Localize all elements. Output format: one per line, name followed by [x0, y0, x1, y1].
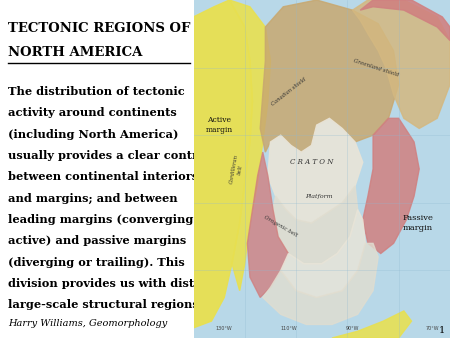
Text: NORTH AMERICA: NORTH AMERICA [8, 46, 142, 59]
Text: Harry Williams, Geomorphology: Harry Williams, Geomorphology [8, 319, 167, 328]
Text: 1: 1 [439, 325, 445, 335]
Text: Active
margin: Active margin [206, 117, 233, 134]
Text: 90°W: 90°W [346, 325, 359, 331]
Text: leading margins (converging or: leading margins (converging or [8, 214, 211, 225]
Text: (diverging or trailing). This: (diverging or trailing). This [8, 257, 184, 268]
Polygon shape [332, 311, 411, 338]
Polygon shape [268, 118, 363, 223]
Text: Platform: Platform [306, 194, 333, 198]
Text: Passive
margin: Passive margin [402, 215, 433, 232]
Text: 130°W: 130°W [216, 325, 233, 331]
Text: C R A T O N: C R A T O N [290, 158, 333, 166]
Text: usually provides a clear contrast: usually provides a clear contrast [8, 150, 217, 161]
Text: 110°W: 110°W [280, 325, 297, 331]
Polygon shape [363, 118, 419, 254]
Text: (including North America): (including North America) [8, 129, 178, 140]
Text: large-scale structural regions:: large-scale structural regions: [8, 299, 203, 310]
Polygon shape [360, 0, 450, 41]
Text: The distribution of tectonic: The distribution of tectonic [8, 86, 184, 97]
Text: 70°W: 70°W [425, 325, 439, 331]
Text: activity around continents: activity around continents [8, 107, 177, 119]
Polygon shape [194, 0, 252, 328]
Polygon shape [263, 243, 378, 324]
Polygon shape [248, 152, 288, 297]
Text: TECTONIC REGIONS OF: TECTONIC REGIONS OF [8, 22, 190, 35]
Polygon shape [230, 0, 270, 291]
Polygon shape [273, 186, 358, 264]
Text: Cordilleran
belt: Cordilleran belt [229, 153, 245, 185]
Polygon shape [281, 210, 365, 297]
Text: active) and passive margins: active) and passive margins [8, 235, 186, 246]
Polygon shape [352, 0, 450, 128]
Text: Orogenic belt: Orogenic belt [263, 215, 298, 238]
Text: Canadian shield: Canadian shield [270, 76, 307, 106]
Text: and margins; and between: and margins; and between [8, 193, 178, 204]
Text: between continental interiors: between continental interiors [8, 171, 198, 183]
Text: division provides us with distinct: division provides us with distinct [8, 278, 219, 289]
Polygon shape [260, 0, 399, 152]
Text: Greenland shield: Greenland shield [352, 58, 399, 77]
